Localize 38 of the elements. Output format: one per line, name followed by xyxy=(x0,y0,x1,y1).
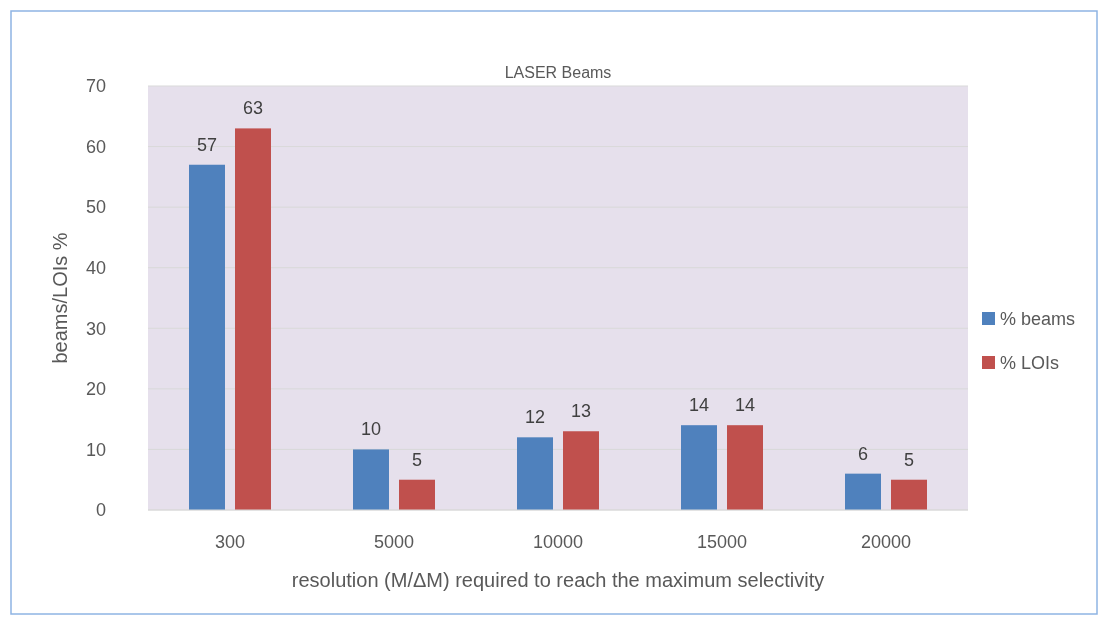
y-tick-label: 10 xyxy=(85,439,106,460)
data-label: 63 xyxy=(242,98,264,119)
y-axis-title: beams/LOIs % xyxy=(49,232,71,364)
bar xyxy=(353,449,389,510)
x-tick-label: 10000 xyxy=(532,532,584,552)
y-tick-label: 30 xyxy=(85,318,106,339)
data-label: 14 xyxy=(688,395,710,416)
bar xyxy=(727,425,763,510)
bar xyxy=(681,425,717,510)
data-label: 14 xyxy=(734,395,756,416)
y-tick-label: 20 xyxy=(85,379,106,400)
bar xyxy=(517,437,553,510)
bar xyxy=(563,431,599,510)
x-axis-title: resolution (M/ΔM) required to reach the maximum selectivity xyxy=(291,569,825,591)
data-label: 5 xyxy=(903,449,915,470)
bar xyxy=(399,479,435,510)
data-label: 5 xyxy=(411,449,423,470)
x-tick-label: 15000 xyxy=(696,532,748,552)
y-tick-label: 60 xyxy=(85,136,106,157)
y-tick-label: 50 xyxy=(85,197,106,218)
bar xyxy=(189,164,225,510)
data-label: 10 xyxy=(360,419,382,440)
data-label: 12 xyxy=(524,407,546,428)
data-label: 13 xyxy=(570,401,592,422)
bar xyxy=(891,479,927,510)
data-label: 6 xyxy=(857,443,869,464)
x-tick-label: 300 xyxy=(214,532,246,552)
bar xyxy=(235,128,271,510)
legend-label: % beams xyxy=(1000,309,1076,330)
x-tick-label: 20000 xyxy=(860,532,912,552)
y-tick-label: 70 xyxy=(85,76,106,97)
chart-title: LASER Beams xyxy=(504,64,612,81)
x-tick-label: 5000 xyxy=(373,532,415,552)
y-tick-label: 0 xyxy=(95,500,106,521)
legend-label: % LOIs xyxy=(1000,353,1060,374)
bar xyxy=(845,473,881,510)
y-tick-label: 40 xyxy=(85,258,106,279)
data-label: 57 xyxy=(196,134,218,155)
